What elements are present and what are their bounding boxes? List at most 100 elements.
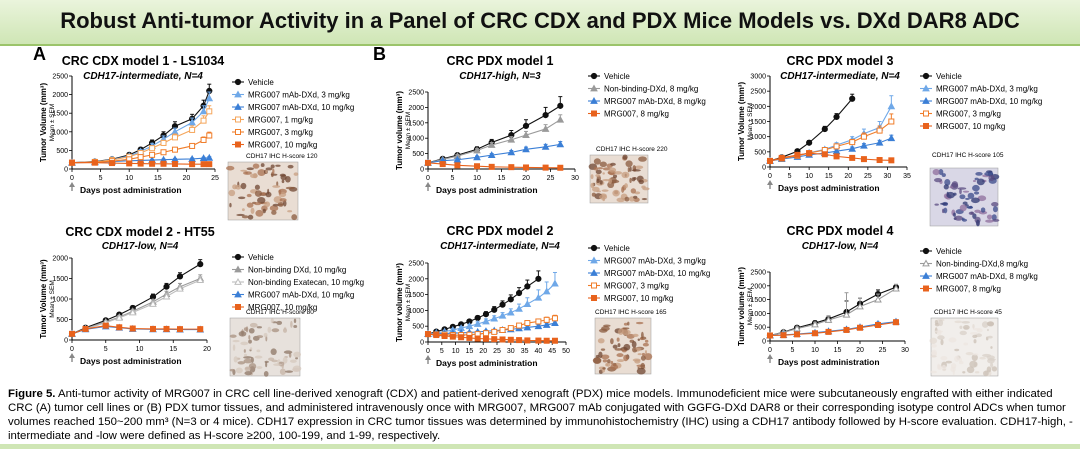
ihc-stain-spot — [265, 167, 273, 171]
legend-marker — [234, 290, 242, 298]
data-point — [499, 336, 506, 343]
legend-label: Vehicle — [604, 244, 630, 253]
ihc-stain-spot — [243, 356, 253, 359]
ihc-stain-spot — [244, 366, 251, 372]
y-tick-label: 1500 — [750, 297, 766, 304]
legend-label: MRG007, 8 mg/kg — [936, 285, 1001, 294]
chart-subtitle: CDH17-intermediate, N=4 — [440, 241, 560, 252]
y-axis-label-2: Mean ± SEM — [405, 112, 412, 150]
series — [69, 322, 204, 337]
caption-text: Anti-tumor activity of MRG007 in CRC cel… — [8, 388, 1073, 442]
ihc-stain-spot — [940, 355, 948, 361]
data-point — [499, 301, 506, 308]
ihc-stain-spot — [962, 201, 968, 205]
data-point — [551, 279, 559, 287]
ihc-stain-spot — [616, 353, 624, 358]
data-point — [200, 161, 207, 168]
legend-marker — [922, 72, 930, 80]
ihc-stain-spot — [608, 167, 617, 173]
data-point — [543, 316, 550, 323]
ihc-stain-spot — [937, 335, 945, 340]
data-point — [812, 330, 818, 337]
ihc-stain-spot — [974, 209, 981, 213]
legend-marker — [590, 244, 598, 252]
ihc-stain-spot — [598, 194, 608, 200]
ihc-stain-spot — [631, 169, 641, 172]
ihc-stain-spot — [932, 168, 940, 176]
y-tick-label: 0 — [420, 340, 424, 347]
ihc-stain-spot — [642, 187, 650, 191]
legend: Vehicle Non-binding-DXd,8 mg/kg MRG007 mAb… — [920, 247, 1038, 294]
x-tick-label: 0 — [426, 175, 430, 182]
data-point — [522, 131, 530, 139]
y-tick-label: 500 — [754, 149, 766, 156]
x-tick-label: 15 — [169, 346, 177, 353]
chart-subtitle: CDH17-low, N=4 — [802, 241, 879, 252]
legend-marker — [234, 265, 242, 273]
ihc-stain-spot — [287, 210, 293, 213]
ihc-stain-spot — [969, 360, 978, 368]
series-line — [427, 283, 556, 335]
panel-letter-a: A — [33, 44, 46, 64]
ihc-stain-spot — [640, 362, 646, 370]
ihc-stain-spot — [282, 356, 288, 364]
x-tick-label: 0 — [768, 347, 772, 354]
ihc-stain-spot — [599, 180, 603, 185]
x-tick-label: 25 — [879, 347, 887, 354]
ihc-stain-spot — [248, 327, 255, 334]
series — [424, 270, 542, 338]
ihc-stain-spot — [959, 330, 967, 336]
ihc-stain-spot — [276, 181, 279, 187]
data-point — [205, 153, 214, 161]
legend-label: MRG007, 8 mg/kg — [604, 110, 669, 119]
data-point — [806, 139, 813, 146]
ihc-stain-spot — [293, 351, 302, 358]
ihc-stain-spot — [232, 339, 240, 343]
series — [766, 283, 900, 339]
chart-title: CRC CDX model 1 - LS1034 — [62, 54, 225, 68]
legend-label: MRG007 mAb-DXd, 10 mg/kg — [248, 103, 354, 112]
ihc-stain-spot — [256, 326, 262, 329]
data-point — [177, 326, 183, 333]
dosing-arrow-icon — [425, 355, 431, 360]
data-point — [482, 311, 490, 318]
ihc-stain-spot — [623, 354, 629, 362]
y-tick-label: 500 — [56, 317, 68, 324]
series — [68, 259, 204, 337]
data-point — [189, 126, 196, 133]
ihc-stain-spot — [946, 191, 955, 199]
data-point — [556, 115, 565, 123]
ihc-stain-spot — [254, 190, 263, 197]
series — [767, 150, 895, 164]
data-point — [507, 325, 514, 332]
y-tick-label: 0 — [420, 167, 424, 174]
ihc-stain-spot — [945, 360, 953, 364]
ihc-stain-spot — [232, 184, 238, 190]
ihc-stain-spot — [248, 335, 251, 340]
ihc-stain-spot — [949, 186, 954, 189]
ihc-stain-spot — [977, 195, 987, 202]
x-tick-label: 10 — [136, 346, 144, 353]
ihc-stain-spot — [972, 328, 981, 331]
ihc-stain-spot — [607, 359, 611, 364]
data-point — [115, 313, 124, 321]
data-point — [780, 332, 787, 339]
data-point — [542, 164, 549, 171]
data-point — [498, 311, 507, 319]
data-point — [473, 146, 481, 154]
ihc-stain-spot — [281, 179, 285, 184]
ihc-score-label: CDH17 IHC H-score 220 — [596, 146, 668, 153]
ihc-stain-spot — [931, 344, 937, 348]
x-tick-label: 25 — [547, 175, 555, 182]
ihc-stain-spot — [240, 182, 247, 190]
ihc-stain-spot — [597, 167, 603, 170]
ihc-stain-spot — [627, 167, 630, 173]
ihc-stain-spot — [229, 202, 232, 208]
x-tick-label: 25 — [211, 175, 219, 182]
data-point — [171, 134, 178, 141]
ihc-stain-spot — [637, 353, 642, 356]
ihc-stain-spot — [641, 352, 646, 356]
ihc-stain-spot — [632, 333, 639, 338]
data-point — [473, 153, 481, 161]
data-point — [848, 144, 857, 152]
